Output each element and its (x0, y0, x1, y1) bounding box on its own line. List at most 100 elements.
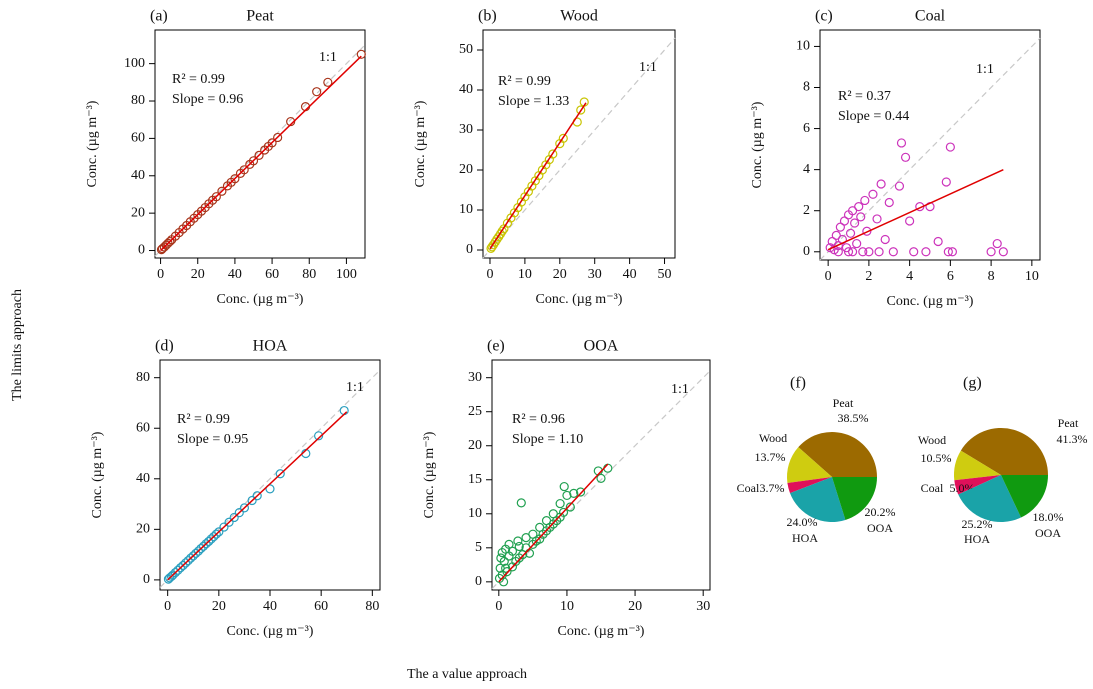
annotation: Slope = 0.44 (838, 109, 909, 124)
reference-label: 1:1 (639, 60, 657, 75)
y-tick-label: 20 (131, 205, 145, 220)
x-tick-label: 0 (157, 267, 164, 282)
y-axis-label: Conc. (µg m⁻³) (750, 101, 765, 188)
fit-line (160, 55, 362, 252)
slice-percent: 38.5% (838, 411, 869, 425)
scatter-point (217, 186, 227, 196)
scatter-point (204, 536, 214, 547)
scatter-point (558, 133, 568, 143)
scatter-point (872, 214, 882, 224)
scatter-point (514, 541, 524, 552)
plot-frame (154, 29, 366, 259)
scatter-point (275, 469, 285, 479)
scatter-point (252, 491, 262, 501)
fit-line (498, 463, 609, 583)
scatter-point (548, 149, 558, 159)
reference-label: 1:1 (671, 382, 689, 397)
x-tick-label: 50 (658, 267, 672, 282)
x-tick-label: 8 (988, 269, 995, 284)
x-tick-label: 20 (212, 599, 226, 614)
y-tick-label: 10 (468, 506, 482, 521)
pie-slice (832, 477, 877, 520)
fit-line (489, 102, 587, 250)
x-axis-label: Conc. (µg m⁻³) (887, 294, 974, 309)
scatter-point (211, 192, 221, 202)
x-tick-label: 80 (302, 267, 316, 282)
y-tick-label: 15 (468, 472, 482, 487)
scatter-point (314, 431, 324, 441)
annotation: R² = 0.99 (177, 412, 230, 427)
x-axis-label: Conc. (µg m⁻³) (536, 292, 623, 307)
x-tick-label: 10 (1025, 269, 1039, 284)
scatter-point (992, 238, 1002, 249)
annotation: Slope = 1.33 (498, 94, 569, 109)
y-axis-label: Conc. (µg m⁻³) (422, 431, 437, 518)
scatter-point (170, 567, 180, 578)
pie-slice (789, 477, 846, 522)
slice-name: Peat (833, 396, 854, 410)
pie-slice (798, 431, 877, 477)
scatter-point (180, 558, 191, 568)
y-tick-label: 20 (468, 438, 482, 453)
scatter-point (516, 498, 526, 508)
scatter-point (831, 230, 841, 240)
y-tick-label: 60 (136, 420, 150, 435)
scatter-point (312, 87, 322, 97)
scatter-point (356, 49, 366, 59)
reference-label: 1:1 (976, 62, 994, 77)
slice-name: OOA (1035, 526, 1061, 540)
scatter-point (183, 556, 193, 566)
panel-label: (d) (155, 338, 174, 355)
y-tick-label: 80 (136, 370, 150, 385)
scatter-point (487, 242, 497, 252)
annotation: Slope = 0.95 (177, 432, 248, 447)
x-tick-label: 30 (696, 599, 710, 614)
x-tick-label: 10 (560, 599, 574, 614)
one-to-one-line (482, 37, 676, 259)
scatter-point (943, 247, 953, 257)
x-tick-label: 30 (588, 267, 602, 282)
scatter-point (559, 481, 569, 492)
y-tick-label: 50 (459, 42, 473, 57)
pie-slice (954, 450, 1001, 481)
scatter-point (239, 503, 250, 513)
pie-slice (960, 427, 1048, 475)
one-to-one-line (491, 370, 711, 590)
y-tick-label: 20 (459, 162, 473, 177)
scatter-point (852, 238, 862, 249)
panel-title: OOA (584, 338, 619, 355)
x-tick-label: 20 (553, 267, 567, 282)
scatter-point (947, 247, 958, 257)
x-tick-label: 0 (825, 269, 832, 284)
x-tick-label: 100 (336, 267, 357, 282)
scatter-point (165, 236, 175, 247)
x-tick-label: 20 (191, 267, 205, 282)
scatter-point (986, 247, 996, 257)
x-axis-label: Conc. (µg m⁻³) (558, 624, 645, 639)
annotation: R² = 0.99 (498, 74, 551, 89)
y-tick-label: 60 (131, 131, 145, 146)
scatter-point (933, 236, 943, 247)
scatter-point (888, 247, 898, 257)
scatter-point (845, 228, 856, 238)
x-tick-label: 60 (314, 599, 328, 614)
figure-x-label: The a value approach (407, 667, 527, 682)
scatter-point (854, 202, 864, 212)
scatter-point (862, 226, 872, 236)
scatter-point (596, 473, 606, 484)
scatter-point (896, 138, 907, 148)
slice-percent: 10.5% (921, 451, 952, 465)
y-tick-label: 40 (459, 82, 473, 97)
x-tick-label: 40 (228, 267, 242, 282)
x-tick-label: 0 (495, 599, 502, 614)
scatter-point (880, 234, 890, 245)
y-tick-label: 10 (459, 202, 473, 217)
y-tick-label: 80 (131, 93, 145, 108)
y-axis-label: Conc. (µg m⁻³) (90, 431, 105, 518)
annotation: Slope = 1.10 (512, 432, 583, 447)
scatter-point (909, 247, 919, 257)
scatter-point (569, 488, 579, 498)
scatter-point (206, 534, 216, 544)
